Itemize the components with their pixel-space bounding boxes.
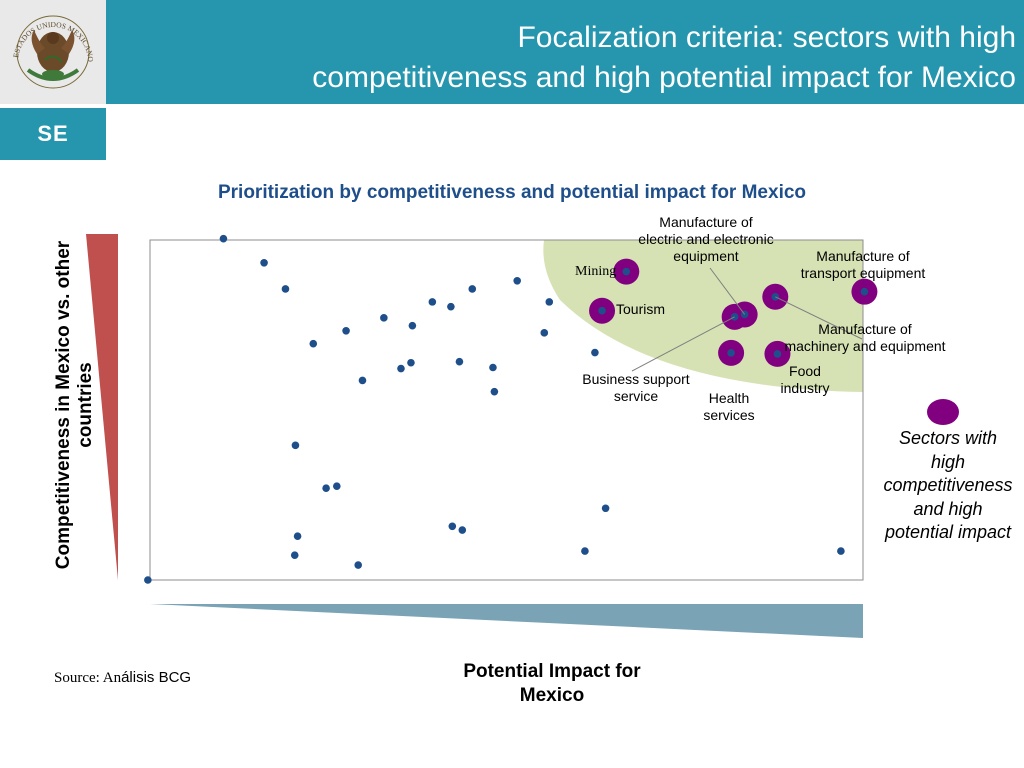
data-point-23 — [293, 532, 302, 540]
highlight-point-5 — [860, 287, 869, 296]
data-point-15 — [397, 364, 405, 373]
data-point-6 — [408, 321, 417, 330]
legend-line-4: and high — [913, 498, 983, 519]
data-point-11 — [545, 298, 554, 306]
leader-business — [631, 316, 735, 372]
data-point-29 — [581, 547, 589, 555]
label-transport-line-2: transport equipment — [800, 265, 926, 281]
label-machinery-equipment: Manufacture of machinery and equipment — [772, 321, 958, 355]
label-health-line-2: services — [703, 407, 755, 423]
data-point-12 — [540, 329, 549, 337]
label-transport-line-1: Manufacture of — [816, 248, 910, 264]
data-point-8 — [447, 302, 455, 311]
label-health-line-1: Health — [708, 390, 750, 406]
legend-line-3: competitiveness — [883, 475, 1013, 495]
label-electric-line-3: equipment — [673, 248, 739, 264]
label-mining: Mining — [575, 264, 617, 279]
data-point-0 — [219, 234, 228, 243]
label-business-support: Business support service — [570, 371, 702, 405]
label-transport-equipment: Manufacture of transport equipment — [790, 248, 936, 282]
plot-frame — [149, 239, 864, 581]
data-point-10 — [513, 277, 521, 285]
highlight-point-7 — [773, 350, 782, 358]
data-point-20 — [291, 441, 300, 450]
data-point-13 — [591, 348, 599, 357]
label-business-line-1: Business support — [582, 371, 690, 387]
title-line-2: competitiveness and high potential impac… — [312, 61, 1016, 94]
highlight-point-2 — [740, 310, 749, 319]
data-point-19 — [490, 387, 499, 396]
page-title: Focalization criteria: sectors with high… — [136, 18, 1016, 98]
label-business-line-2: service — [613, 388, 659, 404]
legend-line-2: high — [930, 451, 966, 472]
label-food-industry: Food industry — [772, 363, 838, 397]
title-line-1: Focalization criteria: sectors with high — [517, 21, 1016, 54]
data-point-3 — [309, 339, 318, 348]
data-point-28 — [601, 504, 610, 513]
legend-line-1: Sectors with — [898, 428, 998, 448]
data-point-4 — [342, 326, 350, 335]
data-point-2 — [281, 285, 290, 293]
label-health-services: Health services — [696, 390, 762, 424]
data-point-9 — [468, 285, 477, 293]
leader-machinery — [775, 296, 863, 340]
data-point-16 — [407, 358, 415, 367]
data-point-7 — [428, 298, 437, 306]
data-point-14 — [358, 376, 367, 385]
chart-title: Prioritization by competitiveness and po… — [217, 182, 807, 203]
data-point-26 — [448, 522, 457, 531]
data-point-25 — [354, 561, 362, 569]
x-axis-label: Potential Impact for Mexico — [463, 661, 641, 706]
data-point-22 — [333, 482, 341, 490]
data-point-24 — [290, 551, 299, 559]
data-point-31 — [144, 576, 152, 584]
header-bar — [106, 0, 1024, 104]
source-rest: álisis BCG — [121, 669, 192, 686]
se-badge-label: SE — [37, 121, 69, 146]
y-axis-label: Competitiveness in Mexico vs. other coun… — [53, 240, 96, 570]
source-note: Source: Análisis BCG — [54, 669, 191, 687]
label-tourism: Tourism — [616, 301, 666, 317]
x-axis-wedge — [150, 604, 863, 638]
data-point-27 — [458, 526, 467, 534]
label-electric-line-2: electric and electronic — [638, 231, 774, 247]
data-point-1 — [260, 258, 268, 267]
label-machinery-line-1: Manufacture of — [818, 321, 912, 337]
legend-marker — [927, 399, 959, 425]
data-point-21 — [322, 484, 330, 493]
source-prefix: Source: An — [54, 670, 122, 686]
label-food-line-2: industry — [780, 380, 830, 396]
label-electric-equipment: Manufacture of electric and electronic e… — [624, 214, 788, 265]
highlight-point-1 — [598, 306, 606, 315]
highlight-point-6 — [727, 349, 735, 357]
label-machinery-line-2: machinery and equipment — [784, 338, 946, 354]
se-badge: SE — [0, 108, 106, 160]
legend-line-5: potential impact — [884, 522, 1012, 542]
data-point-17 — [455, 357, 464, 366]
leader-electric — [709, 267, 746, 315]
y-axis-wedge — [86, 234, 118, 580]
highlight-point-0 — [622, 267, 631, 276]
label-food-line-1: Food — [789, 363, 821, 379]
legend-text: Sectors with high competitiveness and hi… — [872, 427, 1024, 545]
label-electric-line-1: Manufacture of — [659, 214, 753, 230]
data-point-18 — [489, 363, 497, 372]
data-point-30 — [837, 547, 845, 555]
data-point-5 — [380, 314, 388, 322]
